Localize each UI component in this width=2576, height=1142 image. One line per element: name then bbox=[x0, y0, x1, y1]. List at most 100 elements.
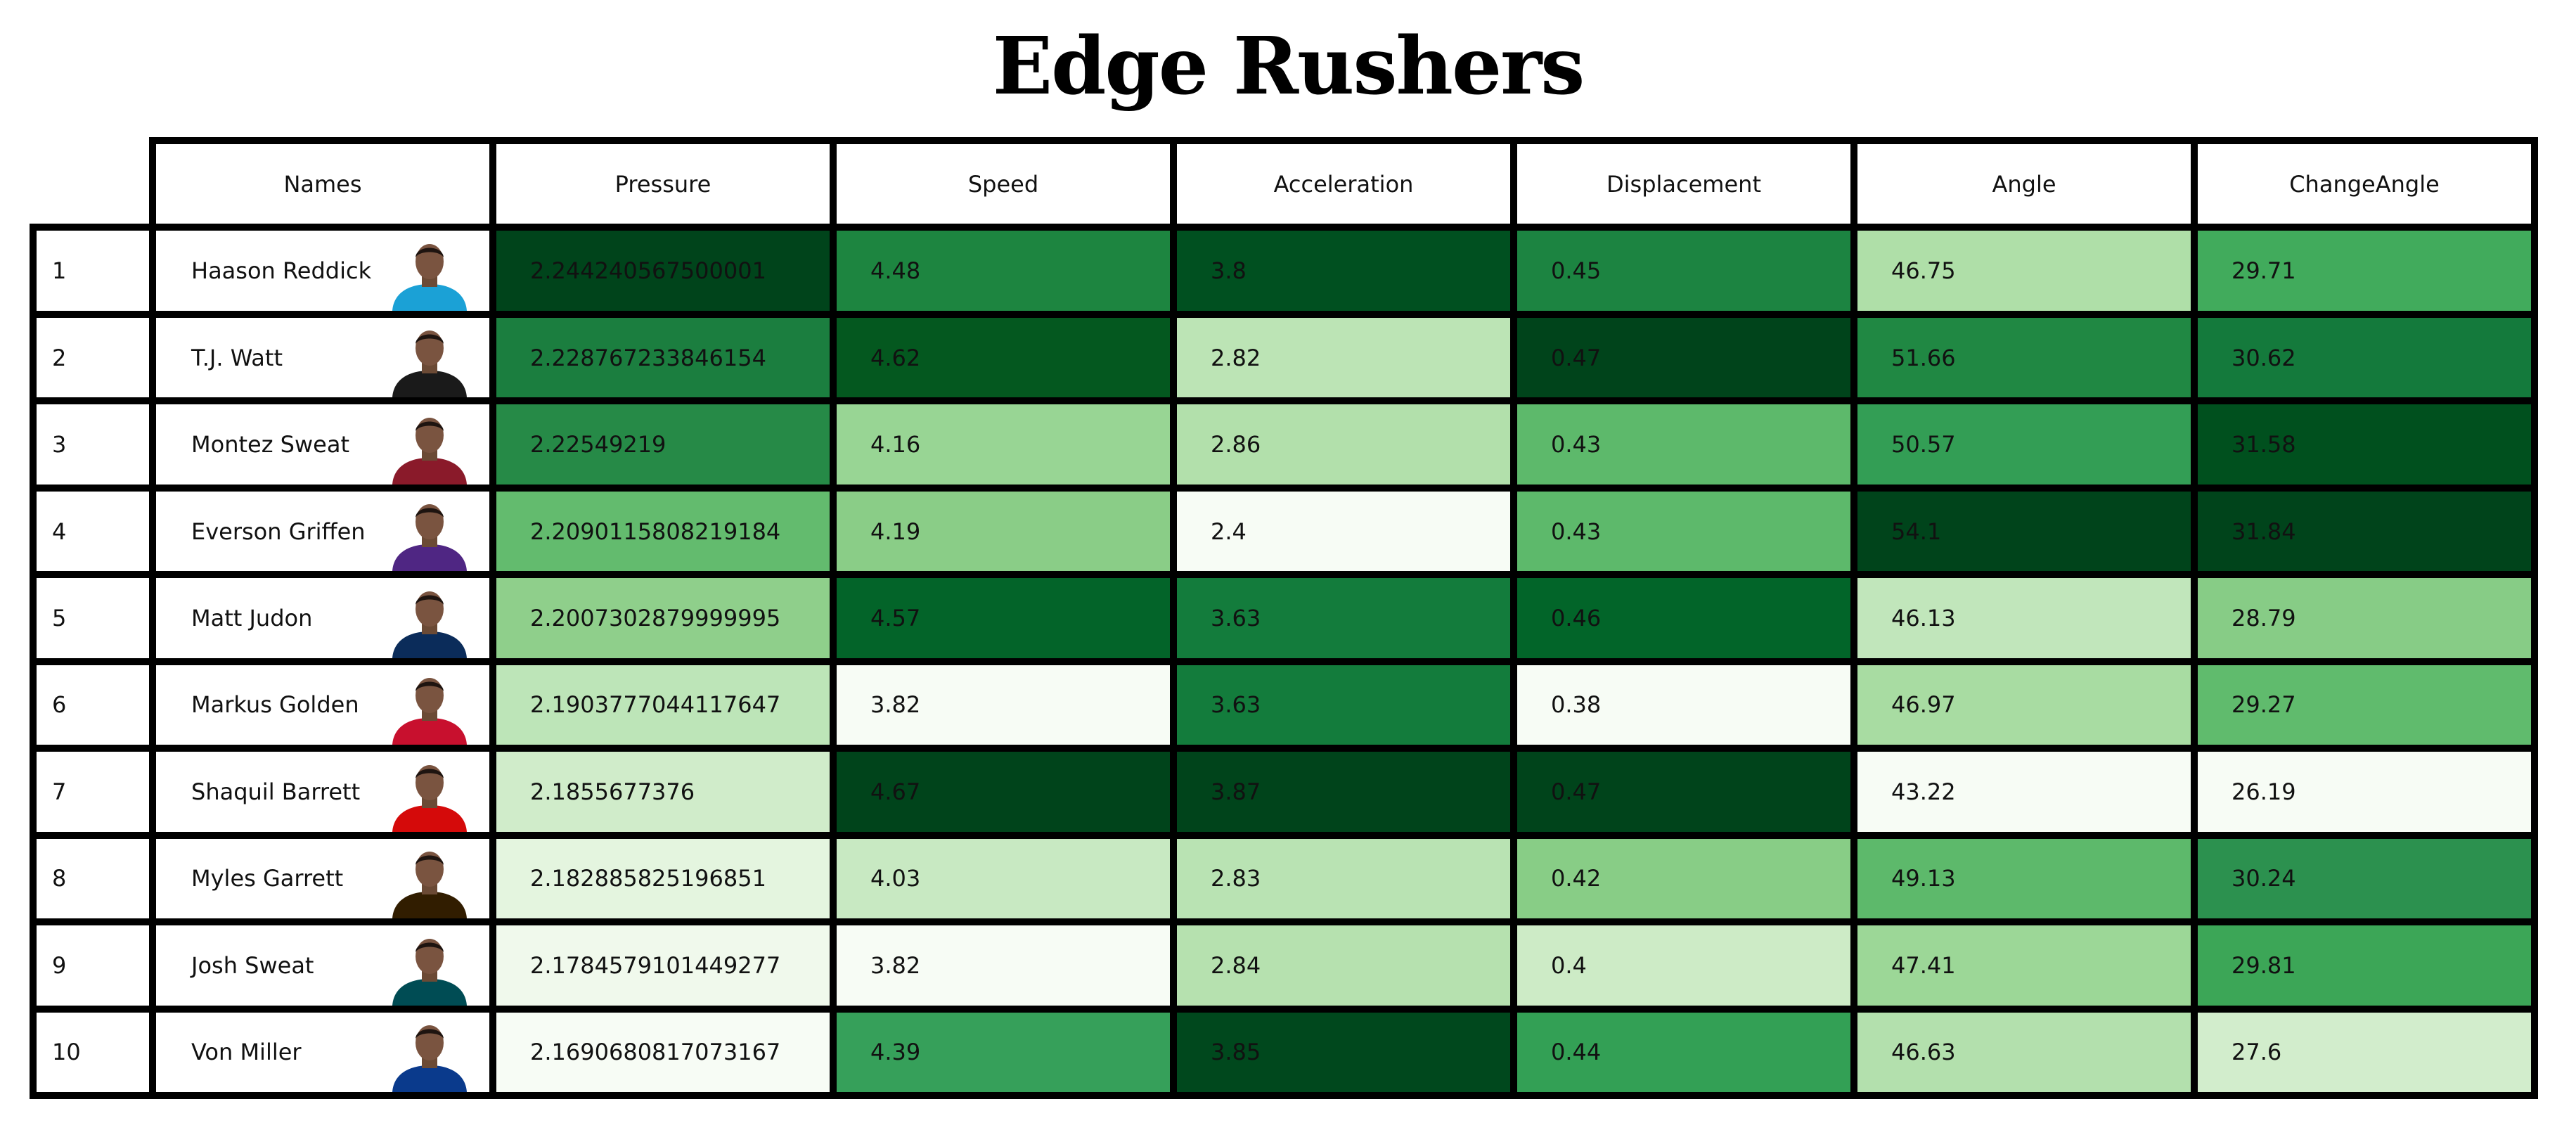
cell-speed: 4.57 bbox=[830, 571, 1177, 665]
cell-speed: 4.62 bbox=[830, 310, 1177, 405]
row-index: 1 bbox=[30, 224, 156, 318]
player-headshot-icon bbox=[392, 678, 467, 745]
cell-pressure: 2.22549219 bbox=[489, 397, 837, 492]
cell-angle: 46.97 bbox=[1850, 657, 2198, 752]
player-headshot-icon bbox=[392, 1025, 467, 1092]
player-name: Haason Reddick bbox=[191, 257, 372, 285]
player-name-cell: Haason Reddick bbox=[149, 224, 496, 318]
player-name: Everson Griffen bbox=[191, 518, 366, 545]
row-index: 9 bbox=[30, 918, 156, 1013]
cell-angle: 51.66 bbox=[1850, 310, 2198, 405]
cell-angle: 50.57 bbox=[1850, 397, 2198, 492]
player-name-cell: Shaquil Barrett bbox=[149, 745, 496, 839]
player-name: Shaquil Barrett bbox=[191, 778, 361, 805]
player-name-cell: Myles Garrett bbox=[149, 831, 496, 926]
cell-changeangle: 29.81 bbox=[2191, 918, 2538, 1013]
cell-acceleration: 3.85 bbox=[1170, 1005, 1517, 1100]
column-header-speed: Speed bbox=[830, 136, 1177, 231]
cell-displacement: 0.38 bbox=[1510, 657, 1857, 752]
player-name-cell: Von Miller bbox=[149, 1005, 496, 1100]
cell-speed: 4.39 bbox=[830, 1005, 1177, 1100]
column-header-names: Names bbox=[149, 136, 496, 231]
row-index: 2 bbox=[30, 310, 156, 405]
cell-angle: 47.41 bbox=[1850, 918, 2198, 1013]
row-index: 3 bbox=[30, 397, 156, 492]
cell-acceleration: 2.84 bbox=[1170, 918, 1517, 1013]
player-headshot-icon bbox=[392, 243, 467, 311]
player-headshot-icon bbox=[392, 591, 467, 658]
cell-displacement: 0.47 bbox=[1510, 745, 1857, 839]
player-name: Myles Garrett bbox=[191, 865, 344, 892]
cell-pressure: 2.2090115808219184 bbox=[489, 484, 837, 579]
cell-angle: 54.1 bbox=[1850, 484, 2198, 579]
player-headshot-icon bbox=[392, 764, 467, 832]
cell-displacement: 0.43 bbox=[1510, 484, 1857, 579]
cell-displacement: 0.42 bbox=[1510, 831, 1857, 926]
player-headshot-icon bbox=[392, 852, 467, 919]
cell-acceleration: 3.87 bbox=[1170, 745, 1517, 839]
cell-angle: 46.63 bbox=[1850, 1005, 2198, 1100]
row-index: 6 bbox=[30, 657, 156, 752]
cell-changeangle: 29.71 bbox=[2191, 224, 2538, 318]
cell-pressure: 2.1855677376 bbox=[489, 745, 837, 839]
cell-acceleration: 2.4 bbox=[1170, 484, 1517, 579]
cell-displacement: 0.4 bbox=[1510, 918, 1857, 1013]
player-name-cell: T.J. Watt bbox=[149, 310, 496, 405]
cell-changeangle: 27.6 bbox=[2191, 1005, 2538, 1100]
cell-acceleration: 2.86 bbox=[1170, 397, 1517, 492]
cell-displacement: 0.47 bbox=[1510, 310, 1857, 405]
column-header-pressure: Pressure bbox=[489, 136, 837, 231]
player-name: Montez Sweat bbox=[191, 431, 349, 458]
player-name-cell: Markus Golden bbox=[149, 657, 496, 752]
cell-pressure: 2.1903777044117647 bbox=[489, 657, 837, 752]
cell-displacement: 0.45 bbox=[1510, 224, 1857, 318]
cell-acceleration: 3.63 bbox=[1170, 571, 1517, 665]
cell-changeangle: 31.58 bbox=[2191, 397, 2538, 492]
column-header-angle: Angle bbox=[1850, 136, 2198, 231]
player-name-cell: Josh Sweat bbox=[149, 918, 496, 1013]
cell-pressure: 2.1690680817073167 bbox=[489, 1005, 837, 1100]
cell-angle: 49.13 bbox=[1850, 831, 2198, 926]
cell-speed: 3.82 bbox=[830, 918, 1177, 1013]
cell-acceleration: 3.63 bbox=[1170, 657, 1517, 752]
column-header-displacement: Displacement bbox=[1510, 136, 1857, 231]
column-header-acceleration: Acceleration bbox=[1170, 136, 1517, 231]
player-name: Markus Golden bbox=[191, 691, 359, 719]
player-name: Josh Sweat bbox=[191, 951, 314, 979]
table-corner bbox=[37, 144, 149, 224]
cell-acceleration: 3.8 bbox=[1170, 224, 1517, 318]
cell-pressure: 2.244240567500001 bbox=[489, 224, 837, 318]
cell-angle: 43.22 bbox=[1850, 745, 2198, 839]
cell-displacement: 0.43 bbox=[1510, 397, 1857, 492]
cell-speed: 4.67 bbox=[830, 745, 1177, 839]
cell-angle: 46.75 bbox=[1850, 224, 2198, 318]
cell-changeangle: 29.27 bbox=[2191, 657, 2538, 752]
column-header-changeangle: ChangeAngle bbox=[2191, 136, 2538, 231]
stats-table: Names Pressure Speed Acceleration Displaceme… bbox=[30, 136, 2538, 1100]
cell-pressure: 2.182885825196851 bbox=[489, 831, 837, 926]
cell-changeangle: 30.24 bbox=[2191, 831, 2538, 926]
row-index: 5 bbox=[30, 571, 156, 665]
row-index: 10 bbox=[30, 1005, 156, 1100]
player-headshot-icon bbox=[392, 504, 467, 572]
cell-speed: 4.16 bbox=[830, 397, 1177, 492]
cell-changeangle: 30.62 bbox=[2191, 310, 2538, 405]
row-index: 7 bbox=[30, 745, 156, 839]
cell-acceleration: 2.82 bbox=[1170, 310, 1517, 405]
cell-pressure: 2.2007302879999995 bbox=[489, 571, 837, 665]
cell-acceleration: 2.83 bbox=[1170, 831, 1517, 926]
cell-speed: 4.03 bbox=[830, 831, 1177, 926]
player-name: Matt Judon bbox=[191, 604, 313, 631]
cell-speed: 3.82 bbox=[830, 657, 1177, 752]
row-index: 8 bbox=[30, 831, 156, 926]
player-headshot-icon bbox=[392, 331, 467, 398]
cell-speed: 4.48 bbox=[830, 224, 1177, 318]
chart-title: Edge Rushers bbox=[992, 20, 1585, 113]
cell-changeangle: 28.79 bbox=[2191, 571, 2538, 665]
cell-pressure: 2.228767233846154 bbox=[489, 310, 837, 405]
cell-displacement: 0.44 bbox=[1510, 1005, 1857, 1100]
player-name-cell: Everson Griffen bbox=[149, 484, 496, 579]
cell-changeangle: 26.19 bbox=[2191, 745, 2538, 839]
player-name: Von Miller bbox=[191, 1039, 302, 1066]
cell-angle: 46.13 bbox=[1850, 571, 2198, 665]
